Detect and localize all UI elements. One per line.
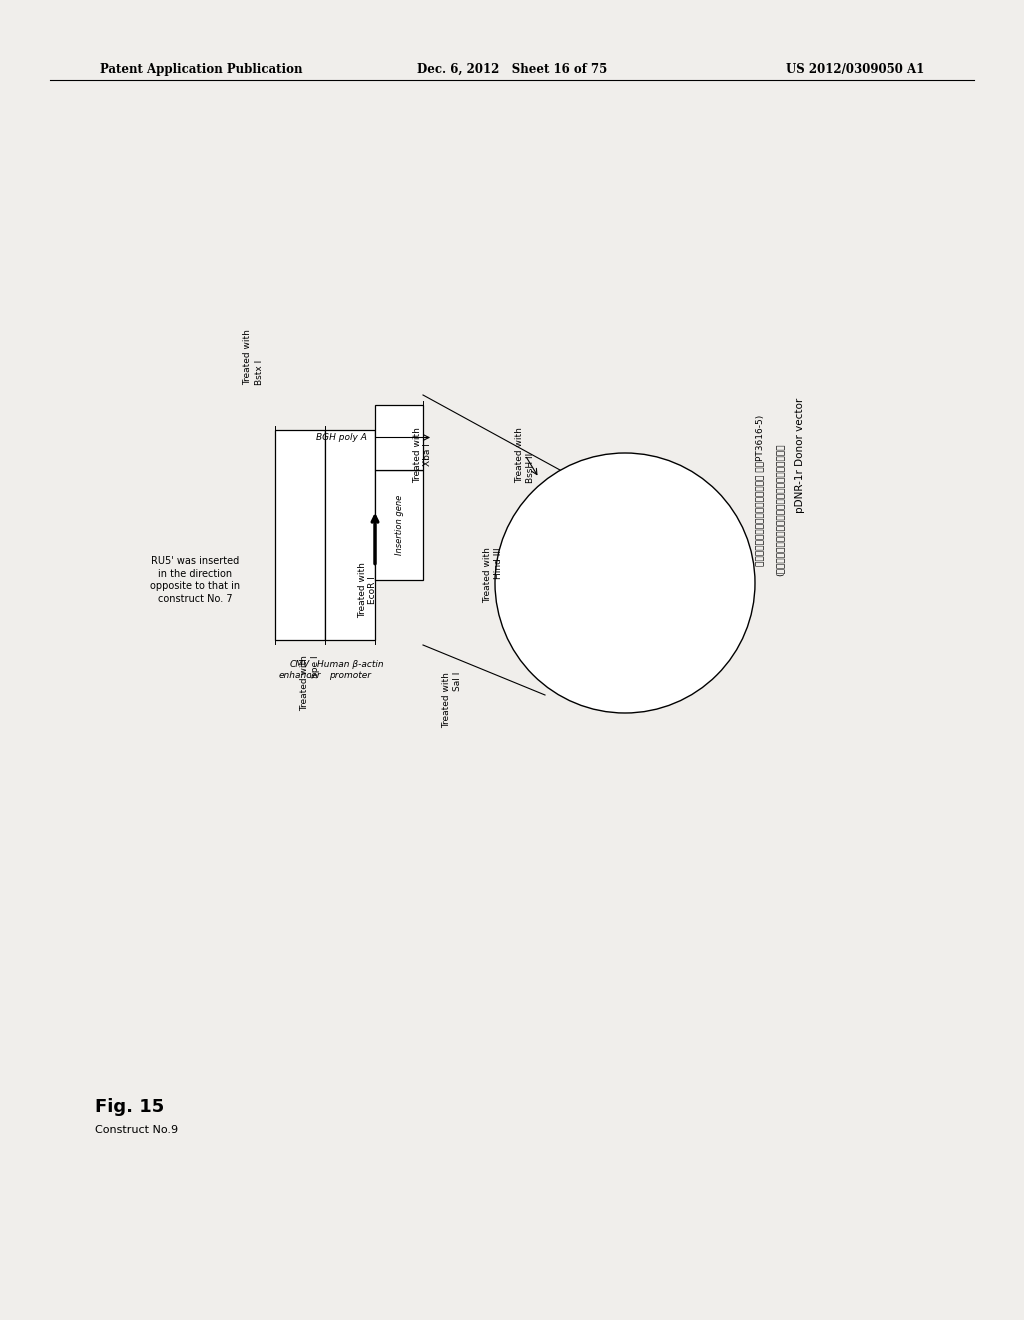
Text: Fig. 15: Fig. 15	[95, 1098, 164, 1115]
Text: Human β-actin
promoter: Human β-actin promoter	[316, 660, 383, 680]
Text: Xba I: Xba I	[424, 444, 432, 466]
Bar	[325, 430, 375, 640]
Text: BGH poly A: BGH poly A	[316, 433, 367, 442]
Text: Construct No.9: Construct No.9	[95, 1125, 178, 1135]
Bar	[375, 405, 423, 470]
Text: EcoR I: EcoR I	[368, 576, 377, 605]
Text: CMV
enhancer: CMV enhancer	[279, 660, 322, 680]
Bar	[275, 430, 325, 640]
Text: Treated with
Hind III: Treated with Hind III	[483, 546, 503, 603]
Text: Spe I: Spe I	[311, 655, 321, 677]
Text: Patent Application Publication: Patent Application Publication	[100, 63, 302, 77]
Text: RU5' was inserted
in the direction
opposite to that in
construct No. 7: RU5' was inserted in the direction oppos…	[150, 557, 240, 603]
Text: Treated with: Treated with	[244, 329, 253, 385]
Text: クローニング用プラスミドベクター， 品番PT3616-5): クローニング用プラスミドベクター， 品番PT3616-5)	[756, 414, 765, 566]
Text: pDNR-1r Donor vector: pDNR-1r Donor vector	[795, 397, 805, 512]
Text: Treated with
Sal I: Treated with Sal I	[442, 672, 462, 727]
Text: Treated with: Treated with	[414, 428, 423, 483]
Text: (クローニング社タカラバイオ社のプロモーターの無い: (クローニング社タカラバイオ社のプロモーターの無い	[775, 444, 784, 577]
Text: Treated with: Treated with	[300, 655, 309, 711]
Text: Treated with
BssH II: Treated with BssH II	[515, 428, 536, 483]
Circle shape	[495, 453, 755, 713]
Bar	[375, 470, 423, 579]
Text: Bstx I: Bstx I	[256, 360, 264, 385]
Text: US 2012/0309050 A1: US 2012/0309050 A1	[785, 63, 924, 77]
Text: Dec. 6, 2012   Sheet 16 of 75: Dec. 6, 2012 Sheet 16 of 75	[417, 63, 607, 77]
Text: Insertion gene: Insertion gene	[394, 495, 403, 556]
Text: Treated with: Treated with	[358, 562, 367, 618]
